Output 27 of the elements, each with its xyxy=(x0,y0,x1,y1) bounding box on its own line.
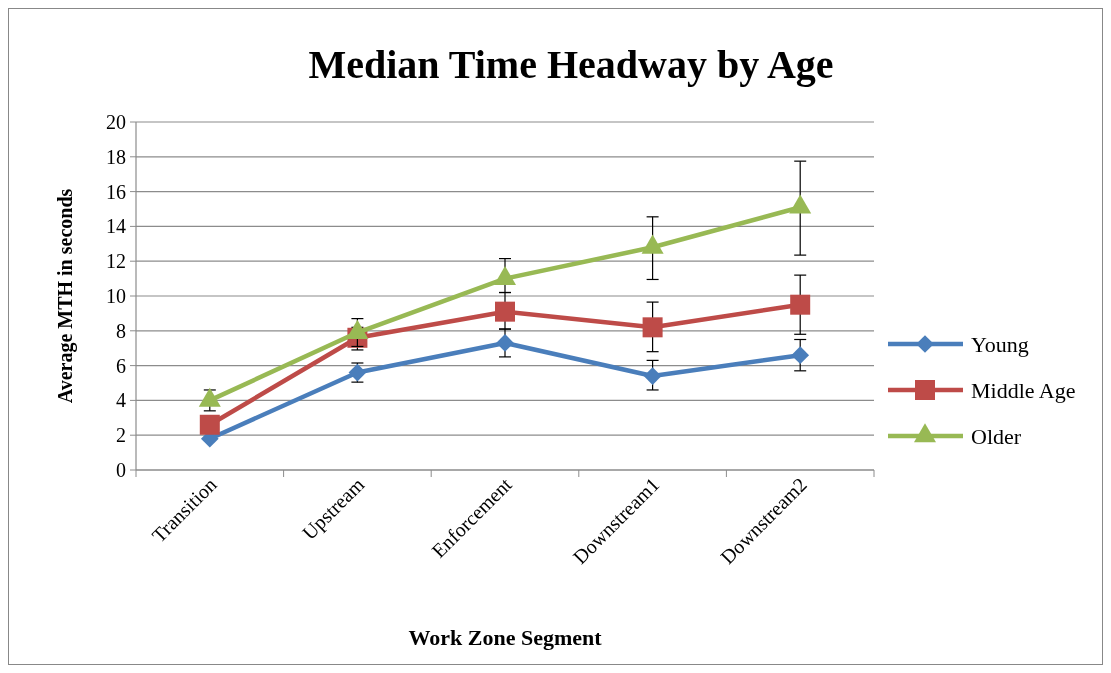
y-tick-label: 14 xyxy=(106,215,126,238)
chart-title: Median Time Headway by Age xyxy=(308,42,834,87)
y-tick-label: 2 xyxy=(116,424,126,447)
y-tick-label: 12 xyxy=(106,250,126,273)
point xyxy=(789,194,812,214)
y-tick-label: 8 xyxy=(116,319,126,342)
y-axis-title: Average MTH in seconds xyxy=(54,188,77,404)
point xyxy=(790,294,811,315)
y-tick-label: 6 xyxy=(116,354,126,377)
legend-label: Young xyxy=(971,331,1029,357)
point xyxy=(496,334,514,352)
y-tick-label: 20 xyxy=(106,111,126,133)
y-tick-label: 18 xyxy=(106,145,126,168)
point xyxy=(493,265,517,285)
point xyxy=(643,367,662,385)
legend-label: Middle Age xyxy=(971,377,1076,403)
point xyxy=(642,317,663,338)
point xyxy=(199,414,220,435)
y-tick-label: 0 xyxy=(116,459,126,481)
y-tick-label: 16 xyxy=(106,180,126,203)
point xyxy=(791,346,810,365)
y-tick-label: 10 xyxy=(106,285,126,307)
y-tick-label: 4 xyxy=(116,389,126,412)
legend-label: Older xyxy=(971,423,1022,449)
point xyxy=(495,301,515,322)
point xyxy=(641,234,664,254)
x-axis-title: Work Zone Segment xyxy=(408,625,603,650)
